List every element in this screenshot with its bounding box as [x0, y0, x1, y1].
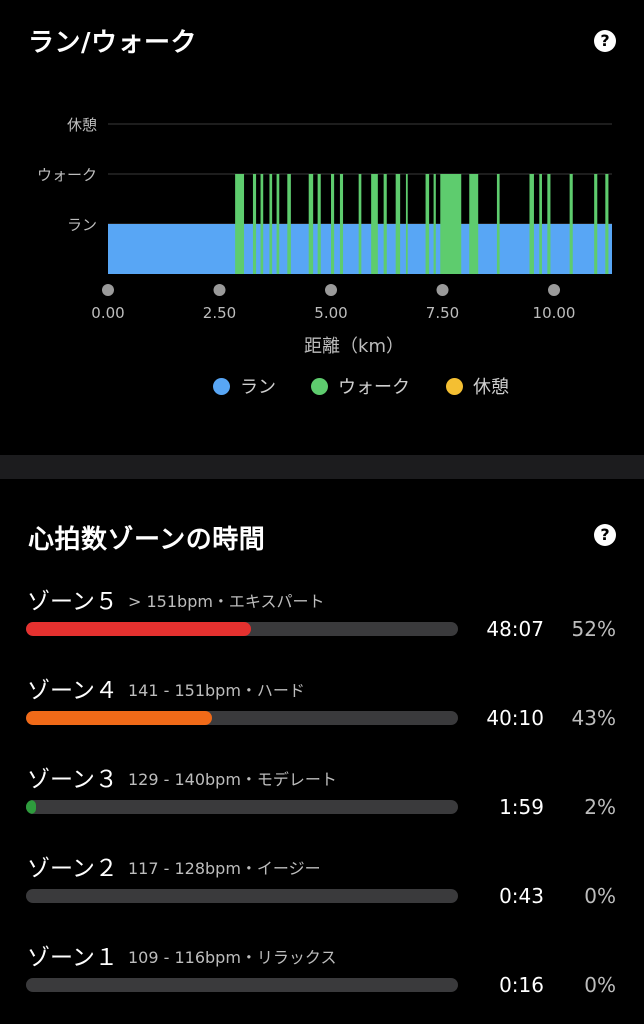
run-walk-help-icon[interactable]: ?	[594, 30, 616, 52]
x-tick-dot	[325, 284, 338, 296]
section-separator	[0, 455, 644, 479]
zone-name: ゾーン５	[27, 589, 118, 615]
zone-progress-fill	[26, 711, 212, 725]
x-tick-label: 0.00	[91, 304, 124, 322]
zone-row[interactable]: ゾーン５ > 151bpm・エキスパート 48:07 52%	[0, 582, 644, 652]
walk-bar	[547, 174, 551, 274]
walk-bar	[405, 174, 408, 274]
legend-label: 休憩	[473, 377, 509, 398]
zone-percent: 52%	[571, 617, 616, 641]
zone-range: 129 - 140bpm・モデレート	[128, 770, 337, 789]
zone-progress-fill	[26, 800, 36, 814]
x-tick-dot	[436, 284, 449, 296]
zone-progress-track	[26, 978, 458, 992]
x-axis-label: 距離（km）	[304, 336, 404, 357]
walk-bar	[371, 174, 378, 274]
walk-bar	[569, 174, 573, 274]
zone-row[interactable]: ゾーン２ 117 - 128bpm・イージー 0:43 0%	[0, 849, 644, 919]
legend-item: ラン	[213, 372, 276, 400]
walk-bar	[433, 174, 436, 274]
zone-range: 109 - 116bpm・リラックス	[128, 948, 337, 967]
legend-item: 休憩	[446, 372, 509, 400]
walk-bar	[496, 174, 500, 274]
walk-bar	[331, 174, 335, 274]
walk-bar	[605, 174, 609, 274]
x-tick-label: 2.50	[203, 304, 236, 322]
zone-row[interactable]: ゾーン３ 129 - 140bpm・モデレート 1:59 2%	[0, 760, 644, 830]
walk-bar	[252, 174, 257, 274]
walk-bar	[529, 174, 534, 274]
walk-bar	[308, 174, 314, 274]
y-category-label: ウォーク	[37, 166, 97, 184]
walk-bar	[235, 174, 245, 274]
walk-bar	[276, 174, 280, 274]
zone-range: > 151bpm・エキスパート	[128, 592, 325, 611]
zone-progress-track	[26, 622, 458, 636]
zone-percent: 2%	[584, 795, 616, 819]
walk-bar	[260, 174, 264, 274]
zone-row[interactable]: ゾーン１ 109 - 116bpm・リラックス 0:16 0%	[0, 938, 644, 1008]
x-tick-label: 10.00	[533, 304, 576, 322]
zone-range: 117 - 128bpm・イージー	[128, 859, 321, 878]
zone-time: 0:43	[499, 884, 544, 908]
walk-bar	[425, 174, 430, 274]
walk-bar	[339, 174, 344, 274]
y-category-label: 休憩	[67, 116, 97, 134]
zone-progress-track	[26, 800, 458, 814]
run-walk-card: ラン/ウォーク ? 休憩 ウォーク ラン 0.00 2.50 5.00 7.50 10.00…	[0, 0, 644, 455]
walk-bar	[469, 174, 479, 274]
legend-label: ラン	[240, 377, 276, 398]
heart-rate-help-icon[interactable]: ?	[594, 524, 616, 546]
heart-rate-zones-title: 心拍数ゾーンの時間	[28, 525, 266, 555]
walk-bar	[383, 174, 387, 274]
zone-progress-track	[26, 889, 458, 903]
walk-bar	[358, 174, 362, 274]
zone-name: ゾーン２	[27, 856, 118, 882]
walk-bar	[317, 174, 321, 274]
zone-time: 1:59	[499, 795, 544, 819]
heart-rate-zones-card: 心拍数ゾーンの時間 ? ゾーン５ > 151bpm・エキスパート 48:07 52% ゾ…	[0, 479, 644, 1024]
walk-bar	[269, 174, 273, 274]
walk-bar	[594, 174, 598, 274]
legend-dot-icon	[213, 377, 230, 395]
chart-legend: ラン ウォーク 休憩	[0, 372, 644, 400]
walk-bar	[287, 174, 291, 274]
zone-time: 40:10	[486, 706, 544, 730]
zone-progress-track	[26, 711, 458, 725]
zone-progress-fill	[26, 622, 251, 636]
x-tick-dot	[548, 284, 561, 296]
zone-percent: 0%	[584, 973, 616, 997]
zone-row[interactable]: ゾーン４ 141 - 151bpm・ハード 40:10 43%	[0, 671, 644, 741]
x-tick-label: 5.00	[314, 304, 347, 322]
zone-name: ゾーン１	[27, 945, 118, 971]
zone-range: 141 - 151bpm・ハード	[128, 681, 305, 700]
zone-name: ゾーン４	[27, 678, 118, 704]
walk-bar	[395, 174, 401, 274]
legend-label: ウォーク	[338, 377, 410, 398]
x-tick-label: 7.50	[426, 304, 459, 322]
legend-item: ウォーク	[311, 372, 410, 400]
y-category-label: ラン	[67, 216, 97, 234]
x-tick-dot	[213, 284, 226, 296]
zone-time: 0:16	[499, 973, 544, 997]
zone-percent: 0%	[584, 884, 616, 908]
walk-bar	[539, 174, 542, 274]
run-walk-title: ラン/ウォーク	[28, 28, 197, 58]
zone-percent: 43%	[571, 706, 616, 730]
legend-dot-icon	[311, 377, 328, 395]
zone-name: ゾーン３	[27, 767, 118, 793]
zone-time: 48:07	[486, 617, 544, 641]
x-tick-dot	[102, 284, 114, 296]
legend-dot-icon	[446, 377, 463, 395]
walk-bar	[440, 174, 462, 274]
